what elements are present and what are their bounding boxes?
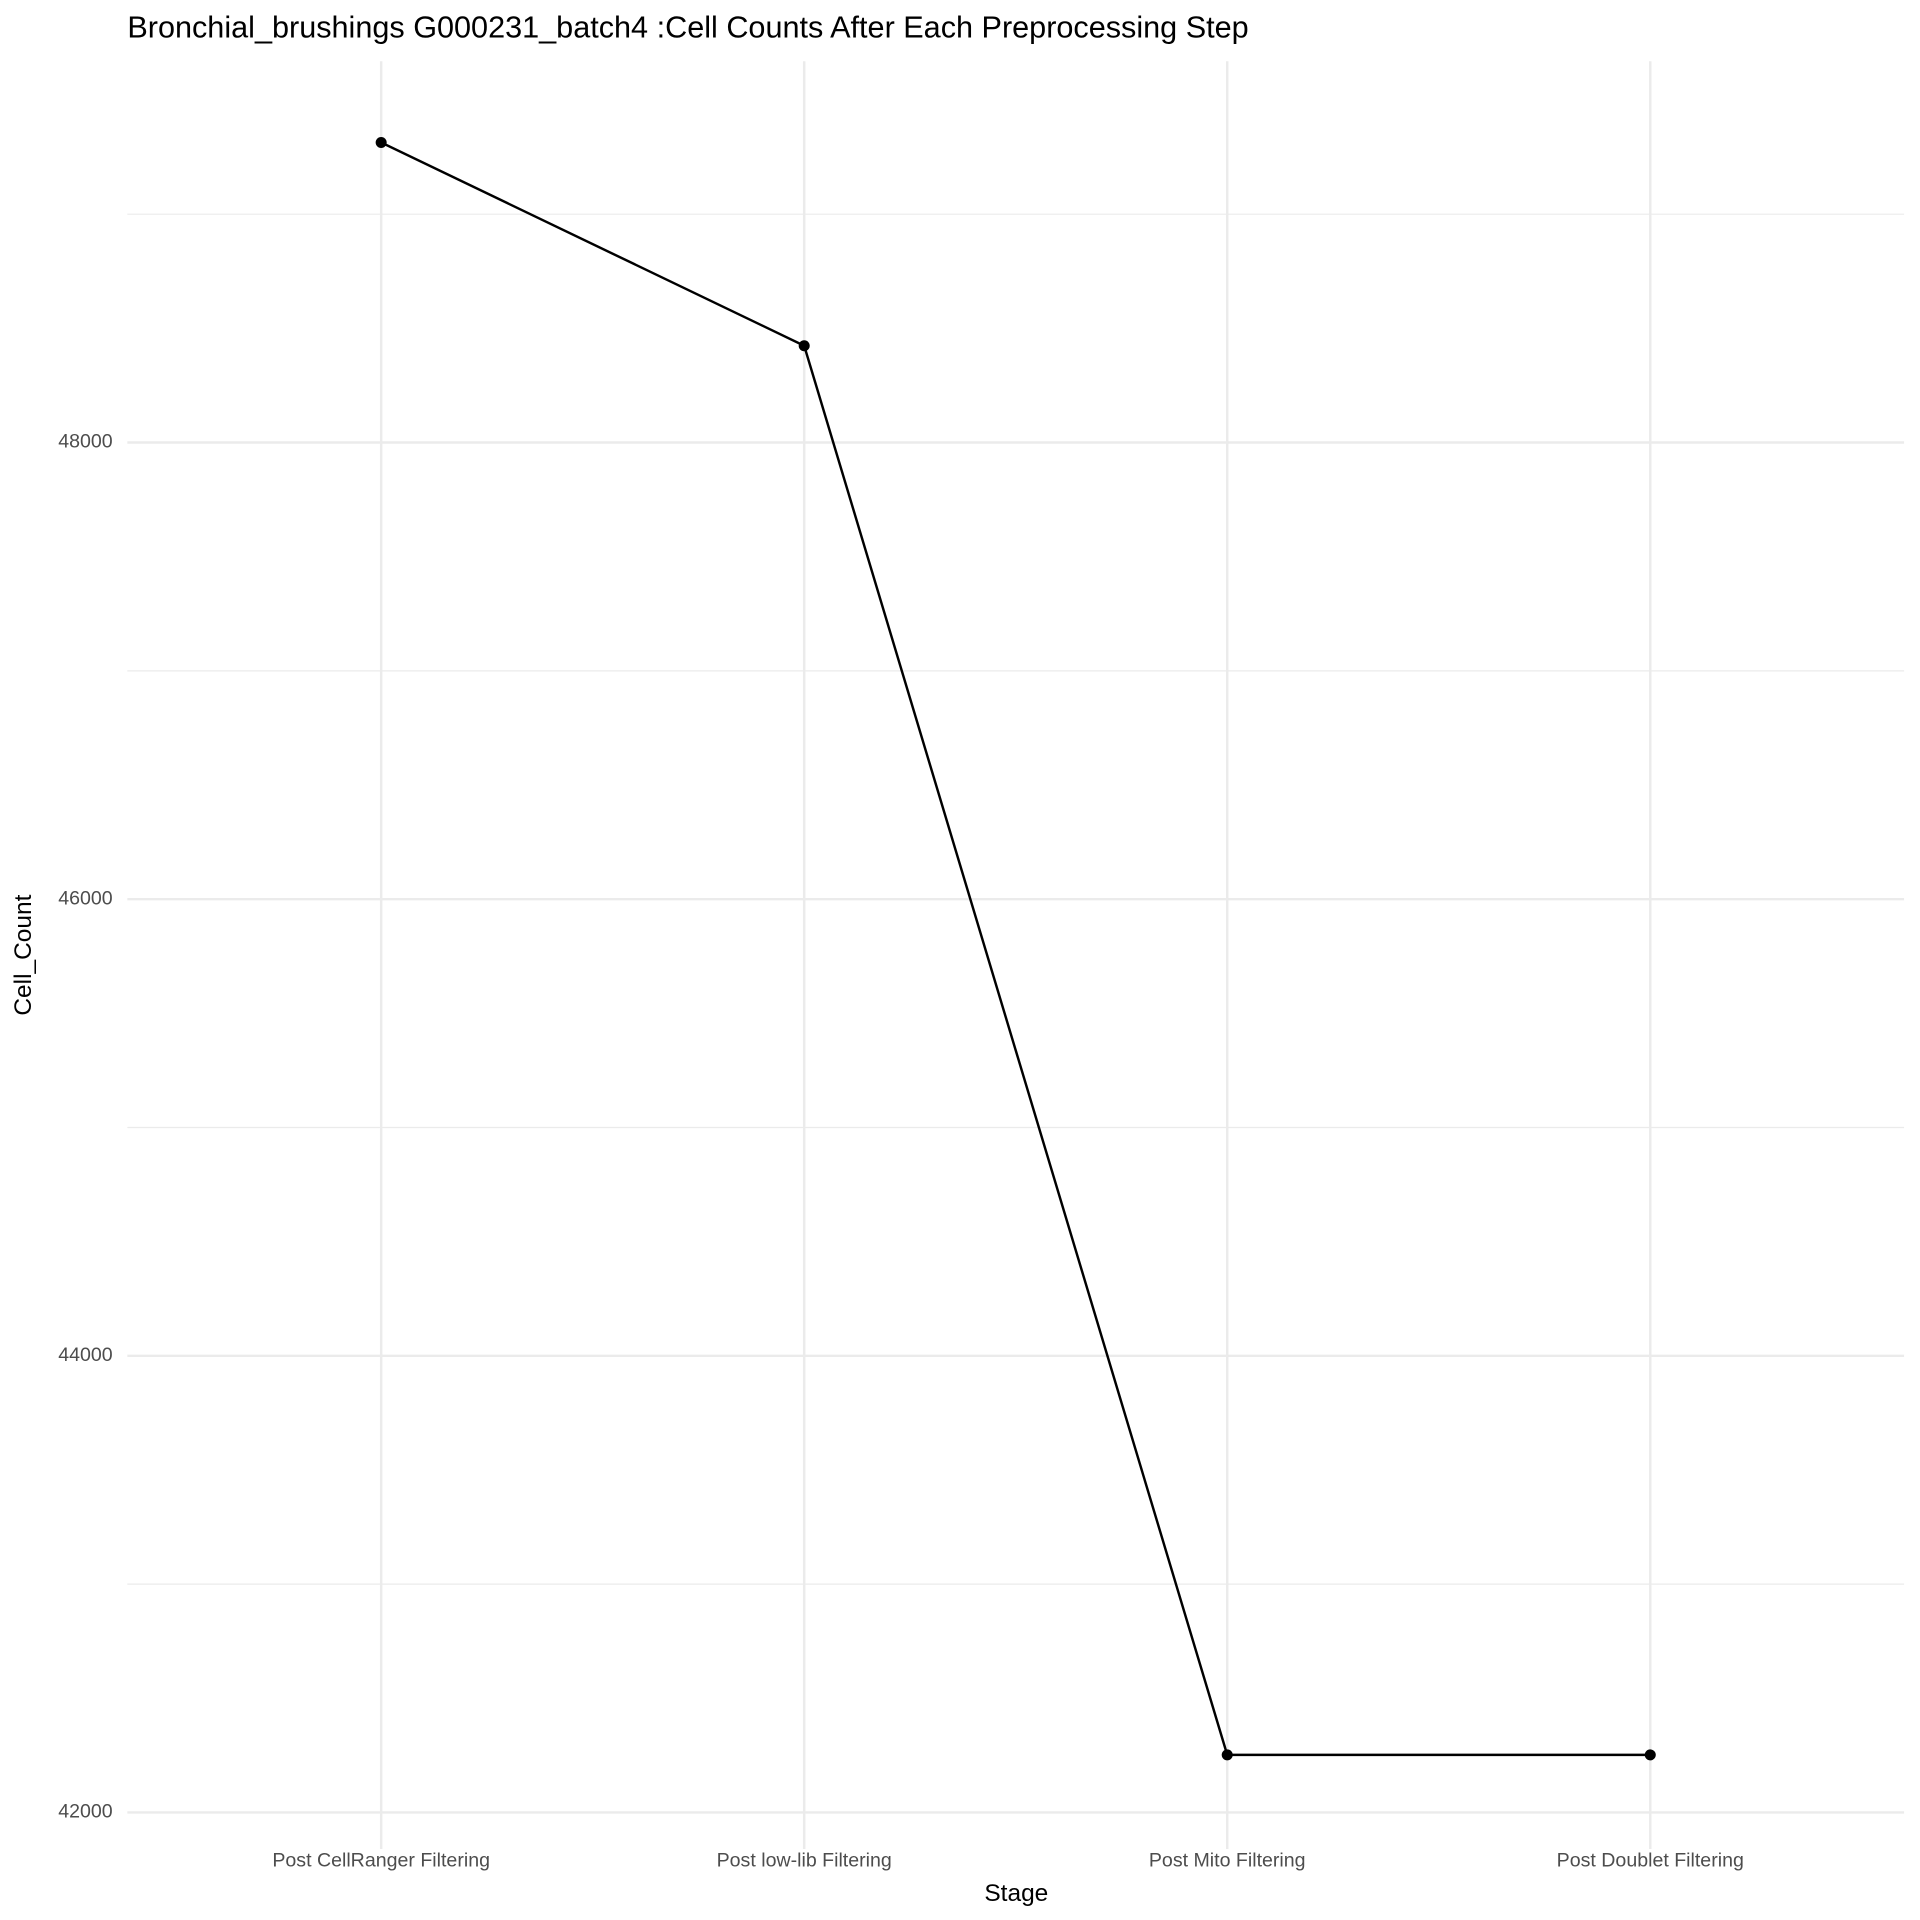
x-tick-label: Post Mito Filtering <box>1149 1849 1306 1871</box>
y-tick-label: 44000 <box>58 1344 113 1366</box>
x-axis-label: Stage <box>984 1880 1048 1907</box>
line <box>380 141 1651 1757</box>
chart-title: Bronchial_brushings G000231_batch4 :Cell… <box>127 10 1248 44</box>
y-tick-label: 42000 <box>58 1801 113 1823</box>
point <box>1221 1749 1233 1761</box>
y-tick-label: 46000 <box>58 887 113 909</box>
point <box>1644 1749 1656 1761</box>
x-tick-label: Post CellRanger Filtering <box>272 1849 490 1871</box>
point <box>798 340 810 352</box>
y-tick-label: 48000 <box>58 431 113 453</box>
x-tick-label: Post Doublet Filtering <box>1557 1849 1744 1871</box>
point <box>375 136 387 149</box>
y-axis-label: Cell_Count <box>10 894 37 1015</box>
x-tick-label: Post low-lib Filtering <box>717 1849 892 1871</box>
